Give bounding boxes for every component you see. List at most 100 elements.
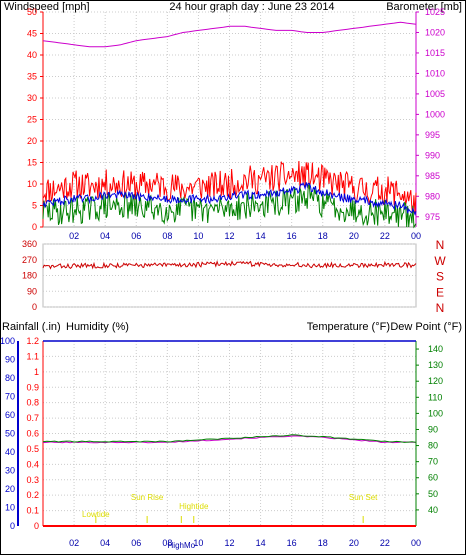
- humidity-tick-label: 30: [5, 466, 15, 476]
- time-tick-label: 18: [318, 231, 328, 241]
- wind-tick-label: 35: [27, 72, 37, 82]
- time-tick-label: 20: [349, 231, 359, 241]
- time-tick-label: 22: [380, 538, 390, 548]
- humidity-tick-label: 10: [5, 503, 15, 513]
- barometer-tick-label: 1010: [425, 68, 445, 78]
- humidity-tick-label: 90: [5, 355, 15, 365]
- humidity-tick-label: 70: [5, 392, 15, 402]
- compass-letter: W: [434, 254, 446, 268]
- humidity-tick-label: 0: [10, 521, 15, 531]
- humidity-tick-label: 60: [5, 410, 15, 420]
- direction-tick-label: 360: [22, 239, 37, 249]
- rain-tick-label: 0.6: [26, 429, 39, 439]
- wind-tick-label: 45: [27, 29, 37, 39]
- gust-line: [42, 182, 417, 216]
- temperature-tick-label: 90: [428, 424, 438, 434]
- time-tick-label: 16: [287, 538, 297, 548]
- temperature-axis-label: Temperature (°F): [307, 321, 390, 333]
- compass-letter: N: [436, 238, 445, 252]
- time-tick-label: 06: [131, 538, 141, 548]
- humidity-axis-label: Humidity (%): [66, 321, 129, 333]
- temperature-tick-label: 100: [428, 408, 443, 418]
- event-marker-label: HighMo: [168, 541, 196, 550]
- direction-tick-label: 180: [22, 271, 37, 281]
- temperature-tick-label: 80: [428, 441, 438, 451]
- time-tick-label: 10: [193, 231, 203, 241]
- time-tick-label: 08: [162, 231, 172, 241]
- wind-tick-label: 10: [27, 179, 37, 189]
- time-tick-label: 08: [162, 538, 172, 548]
- wind-tick-label: 20: [27, 136, 37, 146]
- time-tick-label: 20: [349, 538, 359, 548]
- wind-tick-label: 50: [27, 7, 37, 17]
- dew-point-axis-label: Dew Point (°F): [390, 321, 462, 333]
- compass-letter: E: [436, 285, 444, 299]
- event-marker-label: Lowtide: [82, 510, 110, 519]
- wind-tick-label: 5: [32, 201, 37, 211]
- wind-direction-line: [42, 259, 417, 270]
- temperature-tick-label: 110: [428, 392, 442, 402]
- rain-tick-label: 0.1: [26, 506, 39, 516]
- barometer-tick-label: 1005: [425, 89, 445, 99]
- rain-tick-label: 0.5: [26, 444, 39, 454]
- rain-tick-label: 1.2: [26, 336, 39, 346]
- time-tick-label: 10: [193, 538, 203, 548]
- barometer-tick-label: 1015: [425, 48, 445, 58]
- temperature-tick-label: 60: [428, 473, 438, 483]
- time-tick-label: 02: [69, 538, 79, 548]
- event-marker-label: Hightide: [179, 502, 209, 511]
- humidity-tick-label: 20: [5, 484, 15, 494]
- wind-axis-label: Windspeed [mph]: [4, 1, 90, 13]
- time-tick-label: 00: [411, 538, 421, 548]
- direction-tick-label: 0: [32, 302, 37, 312]
- time-tick-label: 02: [69, 231, 79, 241]
- rain-tick-label: 0.7: [26, 413, 39, 423]
- rain-tick-label: 0.4: [26, 459, 39, 469]
- time-tick-label: 12: [224, 538, 234, 548]
- direction-tick-label: 270: [22, 255, 37, 265]
- rainfall-axis-label: Rainfall (.in): [2, 321, 61, 333]
- time-tick-label: 06: [131, 231, 141, 241]
- wind-tick-label: 40: [27, 50, 37, 60]
- barometer-tick-label: 975: [425, 212, 440, 222]
- barometer-line: [42, 21, 417, 48]
- barometer-tick-label: 995: [425, 130, 440, 140]
- temperature-line: [42, 434, 417, 443]
- time-tick-label: 00: [411, 231, 421, 241]
- time-tick-label: 14: [256, 538, 266, 548]
- temperature-tick-label: 130: [428, 360, 443, 370]
- graph-title: 24 hour graph day : June 23 2014: [169, 1, 334, 13]
- rain-tick-label: 0.2: [26, 490, 39, 500]
- wind-tick-label: 30: [27, 93, 37, 103]
- wind-barometer-panel: 0510152025303540455097598098599099510001…: [27, 7, 445, 241]
- barometer-tick-label: 1000: [425, 109, 445, 119]
- temperature-tick-label: 140: [428, 344, 443, 354]
- time-tick-label: 16: [287, 231, 297, 241]
- humidity-tick-label: 40: [5, 447, 15, 457]
- time-tick-label: 04: [100, 231, 110, 241]
- wind-tick-label: 25: [27, 115, 37, 125]
- barometer-tick-label: 990: [425, 150, 440, 160]
- wind-tick-label: 15: [27, 158, 37, 168]
- rain-tick-label: 1: [34, 367, 39, 377]
- temperature-tick-label: 120: [428, 376, 443, 386]
- rain-tick-label: 1.1: [26, 351, 39, 361]
- humidity-tick-label: 50: [5, 429, 15, 439]
- temperature-tick-label: 50: [428, 489, 438, 499]
- temperature-humidity-panel: 0 0.1 0.2 0.3 0.4 0.5 0.6 0.7 0.8 0.9 1 1.1 1.2 0 10 20…: [0, 336, 443, 550]
- rain-tick-label: 0.3: [26, 475, 39, 485]
- time-tick-label: 14: [256, 231, 266, 241]
- time-tick-label: 18: [318, 538, 328, 548]
- compass-letter: N: [436, 301, 445, 315]
- barometer-tick-label: 1025: [425, 7, 445, 17]
- humidity-tick-label: 80: [5, 373, 15, 383]
- temperature-tick-label: 40: [428, 505, 438, 515]
- humidity-tick-label: 100: [0, 336, 15, 346]
- direction-tick-label: 90: [27, 286, 37, 296]
- event-marker-label: Sun Set: [349, 493, 378, 502]
- time-tick-label: 22: [380, 231, 390, 241]
